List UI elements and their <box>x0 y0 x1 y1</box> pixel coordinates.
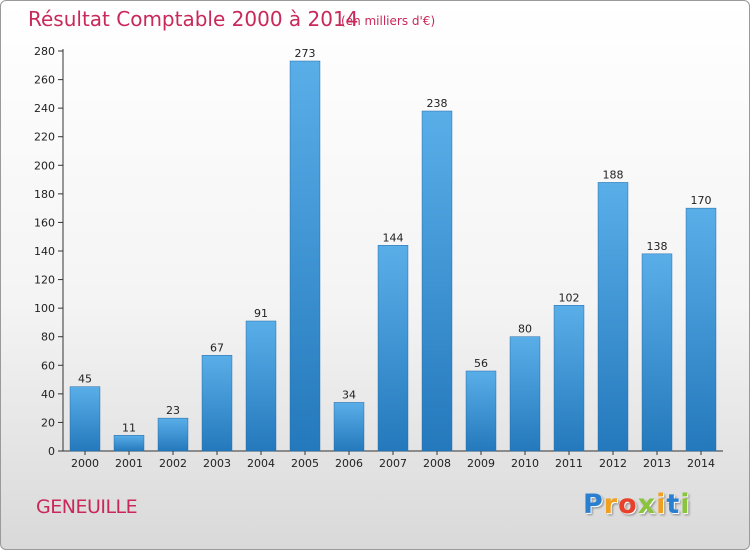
value-label-2001: 11 <box>122 421 136 434</box>
y-tick-label: 180 <box>34 188 55 201</box>
value-label-2007: 144 <box>383 231 404 244</box>
value-label-2003: 67 <box>210 341 224 354</box>
y-tick-label: 200 <box>34 159 55 172</box>
bar-2006 <box>333 402 365 452</box>
y-tick-label: 160 <box>34 216 55 229</box>
value-label-2008: 238 <box>427 97 448 110</box>
bar-2005 <box>289 60 321 452</box>
x-tick-label-2012: 2012 <box>599 457 627 470</box>
logo-letter: o <box>618 489 638 520</box>
bar-2010 <box>509 336 541 452</box>
bar-2013 <box>641 253 673 452</box>
x-tick-label-2004: 2004 <box>247 457 275 470</box>
x-tick-label-2009: 2009 <box>467 457 495 470</box>
proxiti-logo: Proxiti <box>583 489 691 520</box>
y-tick-label: 120 <box>34 274 55 287</box>
y-tick-label: 140 <box>34 245 55 258</box>
bars: 45 11 23 67 91 273 34 144 238 56 80 102 188 138 170 <box>69 47 717 452</box>
value-label-2011: 102 <box>559 291 580 304</box>
y-axis: 0 20 40 60 80 100 120 140 160 180 200 220 240 260 280 <box>34 45 64 458</box>
y-tick-label: 240 <box>34 102 55 115</box>
x-tick-label-2014: 2014 <box>687 457 715 470</box>
y-tick-label: 100 <box>34 302 55 315</box>
y-tick-label: 260 <box>34 74 55 87</box>
bar-2014 <box>685 207 717 452</box>
town-name: GENEUILLE <box>36 496 138 518</box>
x-tick-label-2001: 2001 <box>115 457 143 470</box>
chart-subtitle: (en milliers d'€) <box>341 14 436 28</box>
x-tick-label-2006: 2006 <box>335 457 363 470</box>
y-tick-label: 280 <box>34 45 55 58</box>
value-label-2004: 91 <box>254 307 268 320</box>
y-tick-label: 40 <box>41 388 55 401</box>
value-label-2000: 45 <box>78 373 92 386</box>
y-tick-label: 220 <box>34 131 55 144</box>
bar-2008 <box>421 110 453 452</box>
value-label-2006: 34 <box>342 388 356 401</box>
y-tick-label: 0 <box>48 445 55 458</box>
bar-2002 <box>157 417 189 452</box>
value-label-2014: 170 <box>691 194 712 207</box>
x-tick-label-2013: 2013 <box>643 457 671 470</box>
x-tick-label-2007: 2007 <box>379 457 407 470</box>
x-tick-label-2011: 2011 <box>555 457 583 470</box>
value-label-2002: 23 <box>166 404 180 417</box>
bar-2004 <box>245 320 277 452</box>
value-label-2009: 56 <box>474 357 488 370</box>
bar-2012 <box>597 182 629 452</box>
logo-letter: i <box>656 489 667 520</box>
logo-letter: i <box>680 489 691 520</box>
x-axis: 2000 2001 2002 2003 2004 2005 2006 2007 2008 2009… <box>63 450 723 470</box>
bar-2001 <box>113 435 145 452</box>
logo-letter: t <box>666 489 681 520</box>
logo-letter: r <box>603 489 619 520</box>
value-label-2013: 138 <box>647 240 668 253</box>
chart-title: Résultat Comptable 2000 à 2014 <box>28 7 359 31</box>
x-tick-label-2008: 2008 <box>423 457 451 470</box>
x-tick-label-2002: 2002 <box>159 457 187 470</box>
bar-2011 <box>553 305 585 452</box>
value-label-2005: 273 <box>295 47 316 60</box>
y-tick-label: 20 <box>41 416 55 429</box>
bar-2009 <box>465 370 497 452</box>
logo-letter: x <box>637 489 657 520</box>
y-tick-label: 60 <box>41 359 55 372</box>
value-label-2010: 80 <box>518 323 532 336</box>
y-tick-label: 80 <box>41 331 55 344</box>
x-tick-label-2003: 2003 <box>203 457 231 470</box>
bar-2000 <box>69 386 101 452</box>
bar-2003 <box>201 355 233 452</box>
x-tick-label-2005: 2005 <box>291 457 319 470</box>
x-tick-label-2000: 2000 <box>71 457 99 470</box>
logo-letter: P <box>583 489 604 520</box>
x-tick-label-2010: 2010 <box>511 457 539 470</box>
bar-2007 <box>377 245 409 452</box>
value-label-2012: 188 <box>603 168 624 181</box>
